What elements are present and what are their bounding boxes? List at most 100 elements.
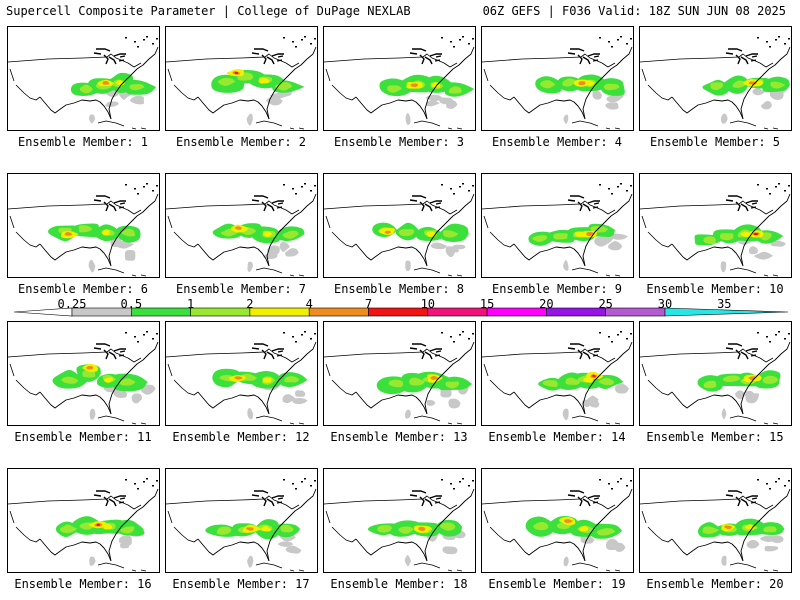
scp-lime-area bbox=[442, 230, 459, 238]
island-speck bbox=[125, 37, 127, 39]
west-coastline bbox=[325, 68, 331, 82]
island-speck bbox=[450, 188, 452, 190]
east-coastline bbox=[582, 341, 633, 415]
island-speck bbox=[757, 184, 759, 186]
island-speck bbox=[630, 38, 632, 40]
mexico-border bbox=[489, 231, 515, 248]
scp-lime-area bbox=[603, 83, 620, 91]
island-speck bbox=[788, 333, 790, 335]
scp-gray-area bbox=[563, 556, 569, 567]
island-speck bbox=[472, 333, 474, 335]
scp-lime-area bbox=[121, 228, 136, 237]
cuba-coastline bbox=[413, 267, 441, 274]
west-coastline bbox=[9, 215, 15, 229]
scp-gray-area bbox=[278, 541, 294, 547]
scp-lime-area bbox=[120, 526, 135, 534]
canada-border bbox=[166, 495, 300, 510]
island-speck bbox=[143, 186, 145, 188]
island-speck bbox=[146, 331, 148, 333]
panel-label: Ensemble Member: 12 bbox=[172, 430, 310, 444]
scp-gray-area bbox=[426, 399, 436, 406]
island-speck bbox=[152, 338, 154, 340]
scp-lime-area bbox=[719, 233, 734, 241]
caribbean-islands bbox=[131, 569, 147, 572]
map-panel bbox=[639, 173, 792, 278]
cuba-coastline bbox=[97, 415, 125, 422]
east-coastline bbox=[582, 46, 633, 120]
scp-gray-area bbox=[446, 100, 458, 109]
island-speck bbox=[143, 481, 145, 483]
scp-gray-area bbox=[105, 101, 119, 107]
caribbean-islands bbox=[763, 569, 779, 572]
cuba-coastline bbox=[413, 415, 441, 422]
cuba-coastline bbox=[571, 120, 599, 127]
scp-gray-area bbox=[279, 241, 290, 252]
caribbean-islands bbox=[763, 127, 779, 130]
island-speck bbox=[125, 332, 127, 334]
scp-lime-area bbox=[763, 526, 777, 533]
cuba-coastline bbox=[255, 415, 283, 422]
island-speck bbox=[137, 341, 139, 343]
scp-gray-area bbox=[89, 408, 96, 420]
island-speck bbox=[620, 478, 622, 480]
scp-map bbox=[640, 36, 791, 130]
colorbar-segment bbox=[605, 307, 666, 317]
island-speck bbox=[137, 46, 139, 48]
east-coastline bbox=[108, 46, 159, 120]
island-speck bbox=[310, 338, 312, 340]
scp-lime-area bbox=[533, 522, 549, 531]
colorbar-tick-label: 4 bbox=[305, 297, 313, 311]
scp-gray-area bbox=[587, 395, 599, 405]
panel-label: Ensemble Member: 1 bbox=[17, 135, 149, 149]
scp-lime-area bbox=[553, 233, 568, 240]
island-speck bbox=[441, 332, 443, 334]
caribbean-islands bbox=[131, 422, 147, 425]
island-speck bbox=[295, 193, 297, 195]
panel-label: Ensemble Member: 17 bbox=[172, 577, 310, 591]
colorbar-tick-label: 2 bbox=[246, 297, 254, 311]
island-speck bbox=[462, 478, 464, 480]
scp-gray-area bbox=[720, 261, 727, 273]
great-lakes bbox=[567, 490, 600, 507]
colorbar-tick-label: 0.5 bbox=[120, 297, 143, 311]
great-lakes bbox=[750, 350, 758, 357]
great-lakes bbox=[409, 343, 442, 360]
canada-border bbox=[166, 348, 300, 363]
caribbean-islands bbox=[605, 569, 621, 572]
scp-lime-area bbox=[284, 376, 300, 383]
cuba-coastline bbox=[729, 415, 757, 422]
scp-lime-area bbox=[377, 525, 392, 533]
island-speck bbox=[146, 183, 148, 185]
scp-lime-area bbox=[762, 375, 779, 384]
island-speck bbox=[468, 485, 470, 487]
gulf-coastline bbox=[671, 96, 744, 120]
scp-map bbox=[8, 331, 159, 425]
island-speck bbox=[775, 39, 777, 41]
scp-gray-area bbox=[430, 242, 448, 250]
scp-gray-area bbox=[247, 407, 254, 420]
gulf-coastline bbox=[671, 538, 744, 562]
panel-label: Ensemble Member: 9 bbox=[491, 282, 623, 296]
scp-lime-area bbox=[282, 230, 299, 239]
map-panel bbox=[481, 468, 634, 573]
island-speck bbox=[134, 188, 136, 190]
scp-map bbox=[640, 331, 791, 425]
great-lakes bbox=[750, 497, 758, 504]
scp-lime-area bbox=[387, 85, 402, 93]
island-speck bbox=[468, 43, 470, 45]
scp-gray-area bbox=[404, 555, 412, 567]
island-speck bbox=[146, 36, 148, 38]
great-lakes bbox=[93, 490, 126, 507]
scp-gray-area bbox=[769, 535, 784, 543]
caribbean-islands bbox=[763, 422, 779, 425]
map-panel bbox=[323, 321, 476, 426]
map-panel bbox=[639, 321, 792, 426]
west-coastline bbox=[9, 510, 15, 524]
island-speck bbox=[769, 488, 771, 490]
island-speck bbox=[134, 41, 136, 43]
caribbean-islands bbox=[605, 274, 621, 277]
scp-lime-area bbox=[703, 380, 717, 389]
island-speck bbox=[152, 485, 154, 487]
caribbean-islands bbox=[289, 274, 305, 277]
west-coastline bbox=[483, 215, 489, 229]
